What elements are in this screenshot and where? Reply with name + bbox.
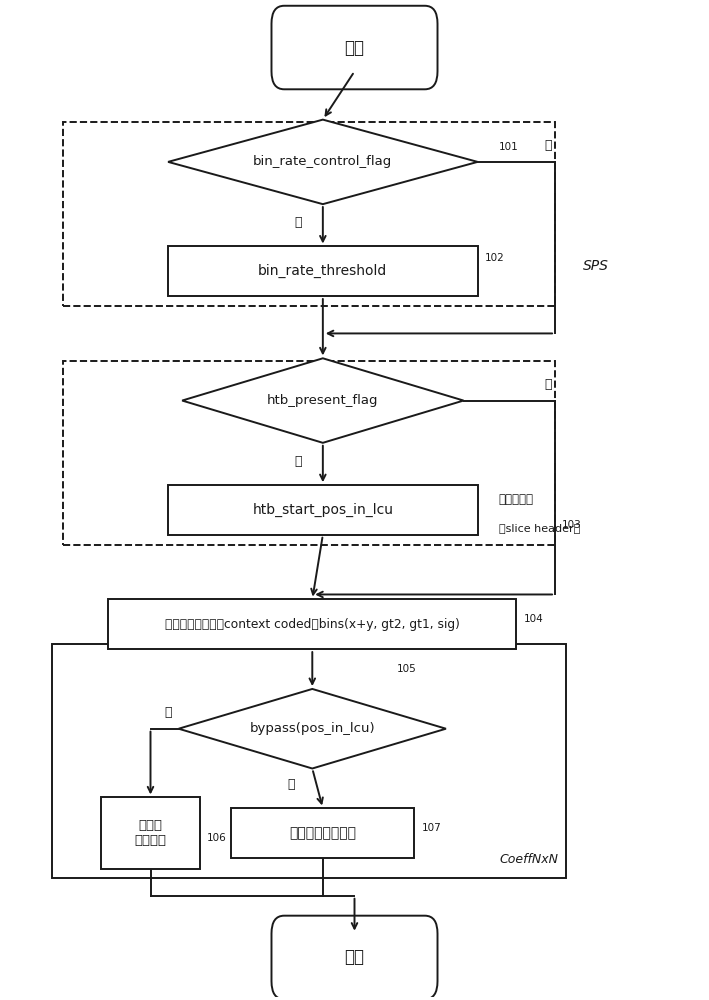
Text: SPS: SPS [583,259,609,273]
Text: htb_present_flag: htb_present_flag [267,394,379,407]
Text: 107: 107 [421,823,441,833]
FancyBboxPatch shape [272,916,437,999]
Polygon shape [168,120,478,204]
Bar [62,122,555,306]
Text: 101: 101 [498,142,518,152]
Text: 上下文
编码模式: 上下文 编码模式 [135,819,167,847]
Text: 结束: 结束 [345,948,364,966]
Text: 102: 102 [485,253,504,263]
Polygon shape [182,358,464,443]
Bar [62,361,555,545]
Text: 旁路组合编码模式: 旁路组合编码模式 [289,826,357,840]
Text: 否: 否 [164,706,172,719]
Text: 是: 是 [294,455,302,468]
Text: 是: 是 [287,778,295,791]
FancyBboxPatch shape [272,6,437,89]
Text: 分片头信息: 分片头信息 [498,493,534,506]
Text: bin_rate_control_flag: bin_rate_control_flag [253,155,393,168]
Bar [101,797,200,869]
Bar [168,246,478,296]
Bar [52,644,566,878]
Text: 104: 104 [523,614,543,624]
Text: 上下文编码模式（context coded）bins(x+y, gt2, gt1, sig): 上下文编码模式（context coded）bins(x+y, gt2, gt1… [165,618,459,631]
Text: 106: 106 [207,833,227,843]
Bar [108,599,516,649]
Text: 103: 103 [562,520,582,530]
Text: 开始: 开始 [345,39,364,57]
Text: 是: 是 [294,216,302,229]
Text: （slice header）: （slice header） [498,523,580,533]
Bar [231,808,414,858]
Polygon shape [179,689,446,768]
Text: htb_start_pos_in_lcu: htb_start_pos_in_lcu [252,503,393,517]
Text: 否: 否 [544,378,552,391]
Text: 否: 否 [544,139,552,152]
Text: bypass(pos_in_lcu): bypass(pos_in_lcu) [250,722,375,735]
Text: bin_rate_threshold: bin_rate_threshold [258,264,388,278]
Text: 105: 105 [397,664,416,674]
Text: CoeffNxN: CoeffNxN [500,853,559,866]
Bar [168,485,478,535]
